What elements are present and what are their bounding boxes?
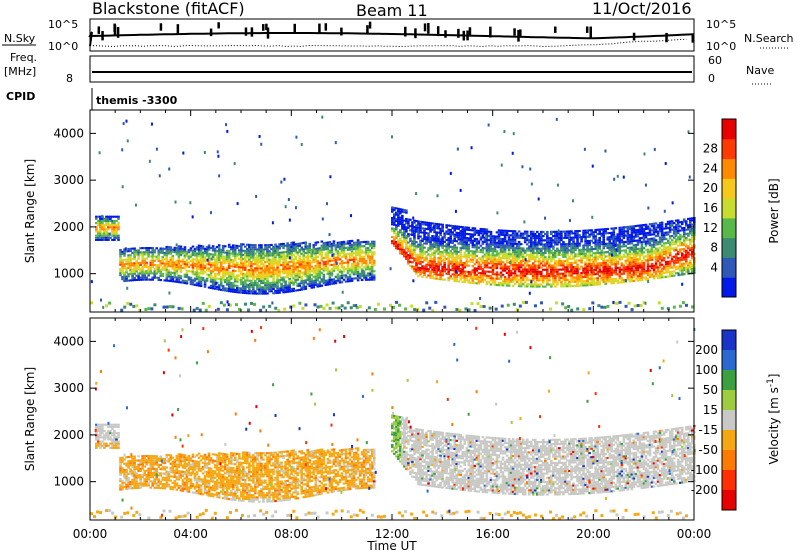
y-tick-label: 1000 (53, 475, 84, 489)
power-colorbar-segment (722, 217, 736, 239)
velocity-colorbar-tick: 15 (703, 403, 718, 417)
power-colorbar-segment (722, 178, 736, 199)
x-tick-label: 00:00 (677, 527, 712, 541)
nave-tick-low: 0 (708, 72, 715, 85)
freq-label: Freq. (10, 51, 37, 64)
power-colorbar-segment (722, 277, 736, 298)
station-title: Blackstone (fitACF) (92, 0, 245, 18)
x-tick-label: 20:00 (576, 527, 611, 541)
nsky-tick-high: 10^5 (48, 18, 78, 31)
velocity-colorbar-label: Velocity [m s-1] (766, 374, 781, 465)
velocity-colorbar-segment (722, 470, 736, 491)
power-colorbar-tick: 20 (703, 181, 718, 195)
freq-unit-label: [MHz] (4, 65, 36, 78)
velocity-panel: 1000 2000 3000 4000 Slant Range [km] (23, 317, 696, 521)
power-colorbar-segment (722, 198, 736, 219)
cpid-label: CPID (6, 90, 35, 103)
date-title: 11/Oct/2016 (592, 0, 692, 18)
nsearch-trace (89, 38, 687, 48)
y-tick-label: 4000 (53, 334, 84, 348)
power-echoes (90, 115, 696, 313)
power-colorbar-segment (722, 158, 736, 179)
velocity-colorbar-tick: 50 (703, 383, 718, 397)
power-ylabel: Slant Range [km] (23, 159, 37, 263)
cpid-value: themis -3300 (96, 94, 178, 107)
velocity-colorbar-tick: -15 (698, 423, 718, 437)
x-tick-label: 00:00 (73, 527, 108, 541)
velocity-colorbar-segment (722, 410, 736, 431)
velocity-colorbar-segment (722, 350, 736, 371)
velocity-colorbar-tick: -100 (691, 463, 718, 477)
power-colorbar-segment (722, 237, 736, 258)
velocity-ylabel: Slant Range [km] (23, 367, 37, 471)
power-axis-ticks: 1000 2000 3000 4000 (53, 110, 695, 312)
velocity-colorbar-segment (722, 450, 736, 471)
nsearch-label: N.Search (744, 32, 794, 45)
time-axis-ticks: 00:00 04:00 08:00 12:00 16:00 20:00 00:00 (73, 527, 712, 541)
power-colorbar-label: Power [dB] (767, 178, 781, 243)
power-colorbar-segment (722, 257, 736, 278)
nave-tick-high: 60 (708, 54, 722, 67)
time-axis-label: Time UT (366, 539, 417, 553)
nave-label: Nave (746, 64, 774, 77)
nsearch-tick-high: 10^5 (706, 18, 736, 31)
y-tick-label: 2000 (53, 220, 84, 234)
nsearch-tick-low: 10^0 (706, 40, 736, 53)
x-tick-label: 16:00 (475, 527, 510, 541)
power-colorbar-tick: 28 (703, 142, 718, 156)
velocity-colorbar-segment (722, 370, 736, 391)
nsky-spikes (97, 21, 695, 43)
power-colorbar-tick: 24 (703, 161, 718, 175)
nsky-tick-low: 10^0 (48, 40, 78, 53)
power-panel: 1000 2000 3000 4000 Slant Range [km] (23, 109, 696, 313)
nsky-label: N.Sky (4, 32, 36, 45)
velocity-colorbar-segment (722, 430, 736, 451)
y-tick-label: 1000 (53, 267, 84, 281)
velocity-colorbar: 200 100 50 15 -15 -50 -100 -200 Velocity [m s-1… (691, 329, 781, 511)
x-tick-label: 08:00 (274, 527, 309, 541)
freq-panel: Freq. [MHz] 8 60 0 Nave (4, 51, 774, 85)
power-colorbar: 4 8 12 16 20 24 28 Power [dB] (703, 118, 781, 298)
y-tick-label: 2000 (53, 428, 84, 442)
beam-title: Beam 11 (356, 1, 428, 20)
y-tick-label: 3000 (53, 173, 84, 187)
velocity-colorbar-tick: -50 (698, 443, 718, 457)
x-tick-label: 04:00 (173, 527, 208, 541)
velocity-colorbar-tick: -200 (691, 483, 718, 497)
velocity-colorbar-tick: 200 (695, 343, 718, 357)
velocity-colorbar-segment (722, 330, 736, 351)
y-tick-label: 4000 (53, 126, 84, 140)
power-colorbar-tick: 8 (710, 241, 718, 255)
power-colorbar-tick: 12 (703, 221, 718, 235)
nsky-trace (88, 31, 695, 47)
velocity-colorbar-tick: 100 (695, 363, 718, 377)
nsky-panel: N.Sky 10^5 10^0 10^5 10^0 N.Search (2, 18, 794, 53)
power-colorbar-tick: 16 (703, 201, 718, 215)
y-tick-label: 3000 (53, 381, 84, 395)
velocity-colorbar-segment (722, 390, 736, 411)
power-colorbar-tick: 4 (710, 260, 718, 274)
power-colorbar-segment (722, 119, 736, 140)
x-tick-label: 12:00 (375, 527, 410, 541)
velocity-colorbar-segment (722, 490, 736, 511)
power-colorbar-segment (722, 138, 736, 160)
freq-tick: 8 (66, 72, 73, 85)
velocity-echoes (90, 326, 696, 521)
velocity-axis-ticks: 1000 2000 3000 4000 (53, 318, 695, 520)
